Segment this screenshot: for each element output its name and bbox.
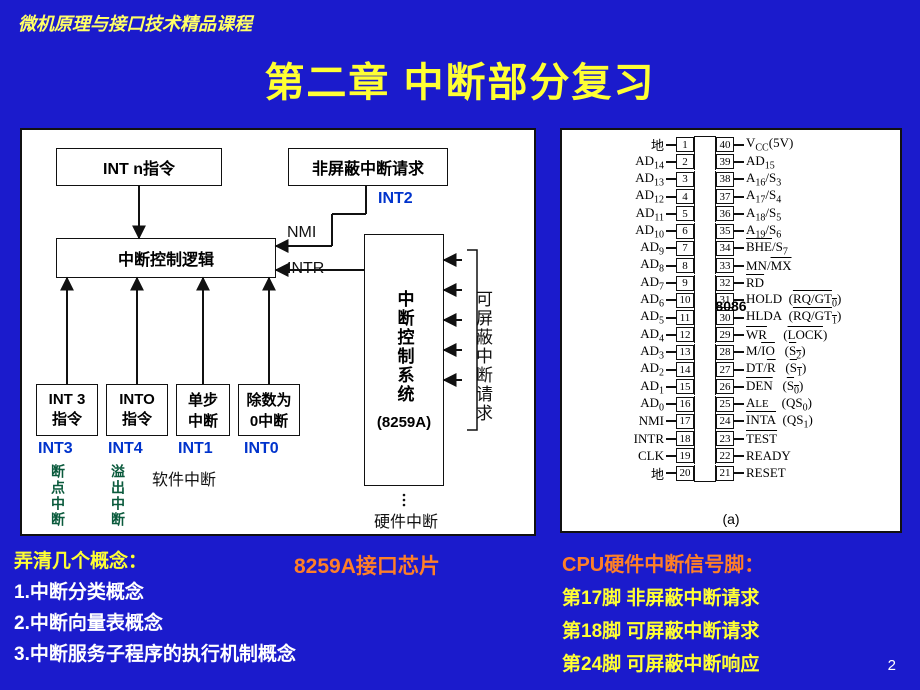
- pin-row: AD8833MN/MX: [618, 257, 844, 274]
- diagram-arrows: [22, 130, 538, 538]
- pin-row: INTR1823TEST: [618, 430, 844, 447]
- pin-row: 地2021RESET: [618, 465, 844, 482]
- chapter-title: 第二章 中断部分复习: [0, 50, 920, 108]
- pin-row: AD01625ALE (QS0): [618, 395, 844, 412]
- pin-row: AD7932RD: [618, 274, 844, 291]
- pin-row: 地140VCC(5V): [618, 136, 844, 153]
- pin-notes: CPU硬件中断信号脚： 第17脚 非屏蔽中断请求 第18脚 可屏蔽中断请求 第2…: [562, 548, 764, 676]
- pin-row: AD41229WR (LOCK): [618, 326, 844, 343]
- pin-row: AD11536A18/S5: [618, 205, 844, 222]
- concepts-list: 弄清几个概念： 1.中断分类概念 2.中断向量表概念 3.中断服务子程序的执行机…: [14, 546, 296, 666]
- pin-notes-header: CPU硬件中断信号脚：: [562, 548, 764, 577]
- pin-note-17: 第17脚 非屏蔽中断请求: [562, 583, 764, 610]
- concept-1: 1.中断分类概念: [14, 577, 296, 604]
- pinout-8086: 地140VCC(5V)AD14239AD15AD13338A16/S3AD124…: [560, 128, 902, 533]
- concept-3: 3.中断服务子程序的执行机制概念: [14, 639, 296, 666]
- chip-name: 8086: [715, 298, 746, 314]
- pin-row: AD14239AD15: [618, 153, 844, 170]
- page-number: 2: [888, 657, 896, 674]
- concepts-header: 弄清几个概念：: [14, 546, 296, 573]
- pin-row: NMI1724INTA (QS1): [618, 413, 844, 430]
- pin-row: AD12437A17/S4: [618, 188, 844, 205]
- pin-row: AD11526DEN (S0): [618, 378, 844, 395]
- pin-row: AD10635A19/S6: [618, 222, 844, 239]
- pin-row: AD13338A16/S3: [618, 171, 844, 188]
- concept-2: 2.中断向量表概念: [14, 608, 296, 635]
- pin-row: AD31328M/IO (S2): [618, 344, 844, 361]
- pin-row: AD21427DT/R (S1): [618, 361, 844, 378]
- course-header: 微机原理与接口技术精品课程: [0, 0, 920, 36]
- interrupt-diagram: INT n指令 非屏蔽中断请求 INT2 中断控制逻辑 NMI INTR 中断控…: [20, 128, 536, 536]
- pin-row: CLK1922READY: [618, 447, 844, 464]
- pin-note-18: 第18脚 可屏蔽中断请求: [562, 616, 764, 643]
- pin-row: AD9734BHE/S7: [618, 240, 844, 257]
- label-8259-chip: 8259A接口芯片: [294, 550, 440, 580]
- content-area: INT n指令 非屏蔽中断请求 INT2 中断控制逻辑 NMI INTR 中断控…: [14, 128, 906, 680]
- pin-note-24: 第24脚 可屏蔽中断响应: [562, 649, 764, 676]
- chip-caption: (a): [562, 511, 900, 527]
